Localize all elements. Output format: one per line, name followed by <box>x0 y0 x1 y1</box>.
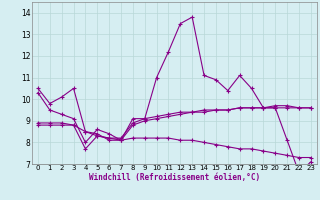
X-axis label: Windchill (Refroidissement éolien,°C): Windchill (Refroidissement éolien,°C) <box>89 173 260 182</box>
